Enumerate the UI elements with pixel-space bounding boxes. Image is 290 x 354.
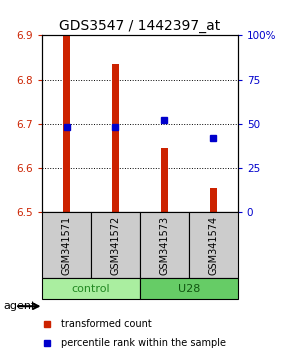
Bar (140, 212, 189, 278)
Text: GSM341573: GSM341573 (160, 216, 169, 275)
Title: GDS3547 / 1442397_at: GDS3547 / 1442397_at (59, 19, 221, 33)
Text: GSM341574: GSM341574 (208, 216, 218, 275)
Text: U28: U28 (178, 284, 200, 293)
Bar (189, 212, 238, 278)
Bar (91, 212, 140, 278)
Text: agent: agent (3, 301, 35, 311)
Text: GSM341572: GSM341572 (110, 216, 120, 275)
Bar (112, 64, 119, 212)
Text: GSM341571: GSM341571 (61, 216, 72, 275)
Bar (210, 188, 217, 212)
Text: control: control (72, 284, 110, 293)
Text: percentile rank within the sample: percentile rank within the sample (61, 338, 226, 348)
Bar (42, 278, 140, 299)
Bar (42, 212, 91, 278)
Bar (63, 35, 70, 212)
Text: transformed count: transformed count (61, 319, 152, 329)
Bar (161, 148, 168, 212)
Bar (140, 278, 238, 299)
